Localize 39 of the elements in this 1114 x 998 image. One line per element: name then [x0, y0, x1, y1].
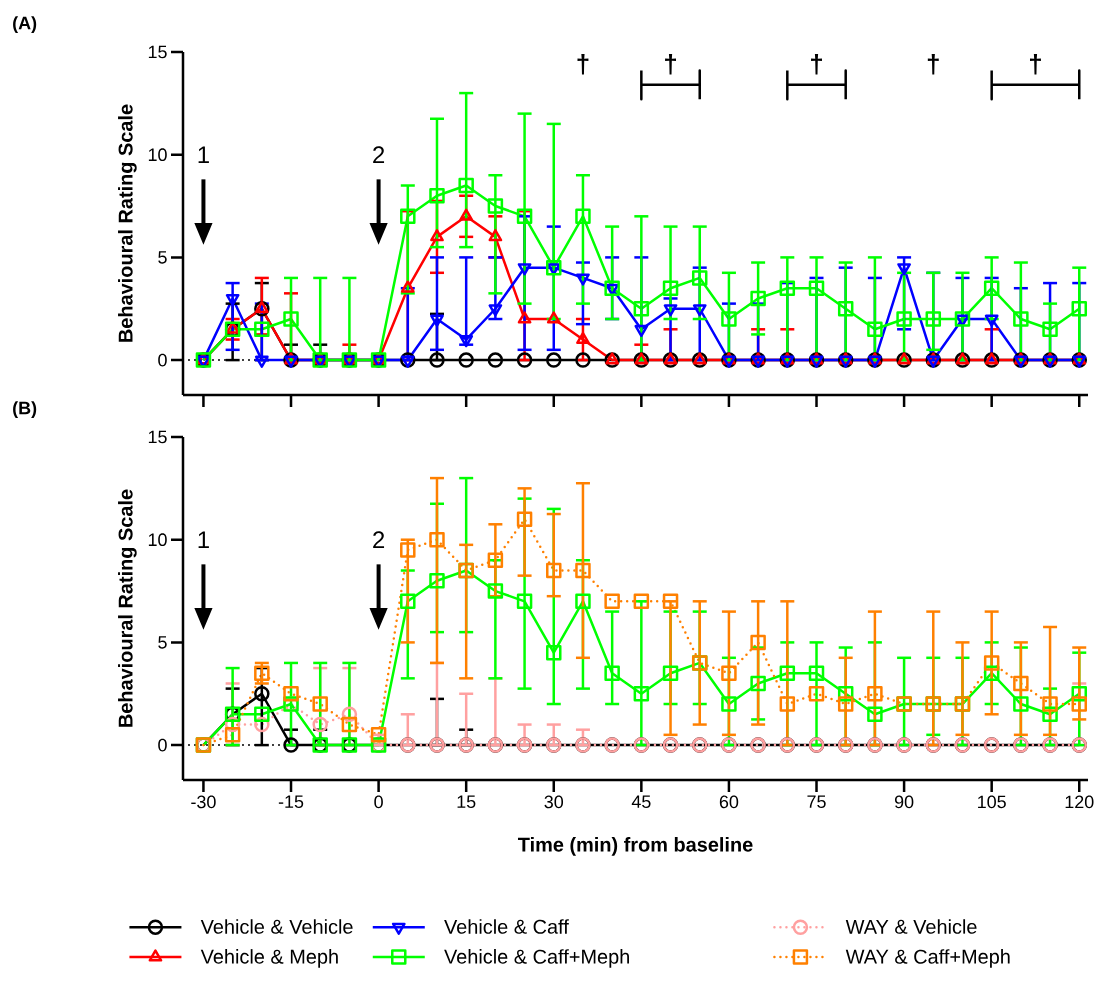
y-tick-label: 5 — [158, 636, 167, 649]
y-axis-title: Behavioural Rating Scale — [118, 489, 137, 727]
annotation: 1 — [198, 531, 209, 548]
legend-label: Vehicle & Meph — [200, 949, 338, 968]
legend-label: WAY & Vehicle — [845, 919, 977, 934]
y-tick-label: 0 — [158, 353, 167, 367]
y-tick-label: 10 — [148, 148, 167, 162]
annotation: † — [927, 54, 939, 75]
text: (A) — [13, 16, 37, 33]
legend-label: Vehicle & Caff+Meph — [444, 949, 629, 968]
annotation: † — [811, 54, 822, 75]
y-axis-title: Behavioural Rating Scale — [118, 104, 137, 342]
x-tick-label: 15 — [457, 795, 476, 809]
legend-label: WAY & Caff+Meph — [845, 949, 1010, 968]
x-tick-label: -15 — [278, 795, 304, 809]
x-tick-label: 30 — [544, 795, 564, 809]
x-tick-label: 45 — [631, 795, 651, 809]
annotation: 2 — [373, 146, 385, 164]
y-tick-label: 10 — [148, 533, 167, 547]
x-tick-label: 120 — [1065, 795, 1094, 809]
x-tick-label: 105 — [978, 795, 1006, 809]
y-tick-label: 15 — [148, 430, 167, 444]
y-tick-label: 0 — [158, 738, 167, 752]
legend-label: Vehicle & Vehicle — [200, 919, 353, 934]
x-tick-label: 90 — [894, 795, 914, 809]
x-axis-title: Time (min) from baseline — [517, 837, 753, 856]
annotation: † — [577, 54, 589, 75]
y-tick-label: 5 — [158, 251, 167, 264]
legend-label: Vehicle & Caff — [444, 919, 569, 934]
x-tick-label: -30 — [191, 795, 216, 809]
annotation: † — [665, 54, 677, 75]
x-tick-label: 0 — [374, 795, 383, 809]
y-tick-label: 15 — [148, 45, 167, 59]
annotation: † — [1030, 54, 1041, 75]
annotation: 1 — [198, 146, 209, 163]
annotation: 2 — [373, 531, 385, 549]
text: (B) — [13, 401, 37, 418]
x-tick-label: 75 — [807, 795, 826, 809]
x-tick-label: 60 — [719, 795, 739, 809]
